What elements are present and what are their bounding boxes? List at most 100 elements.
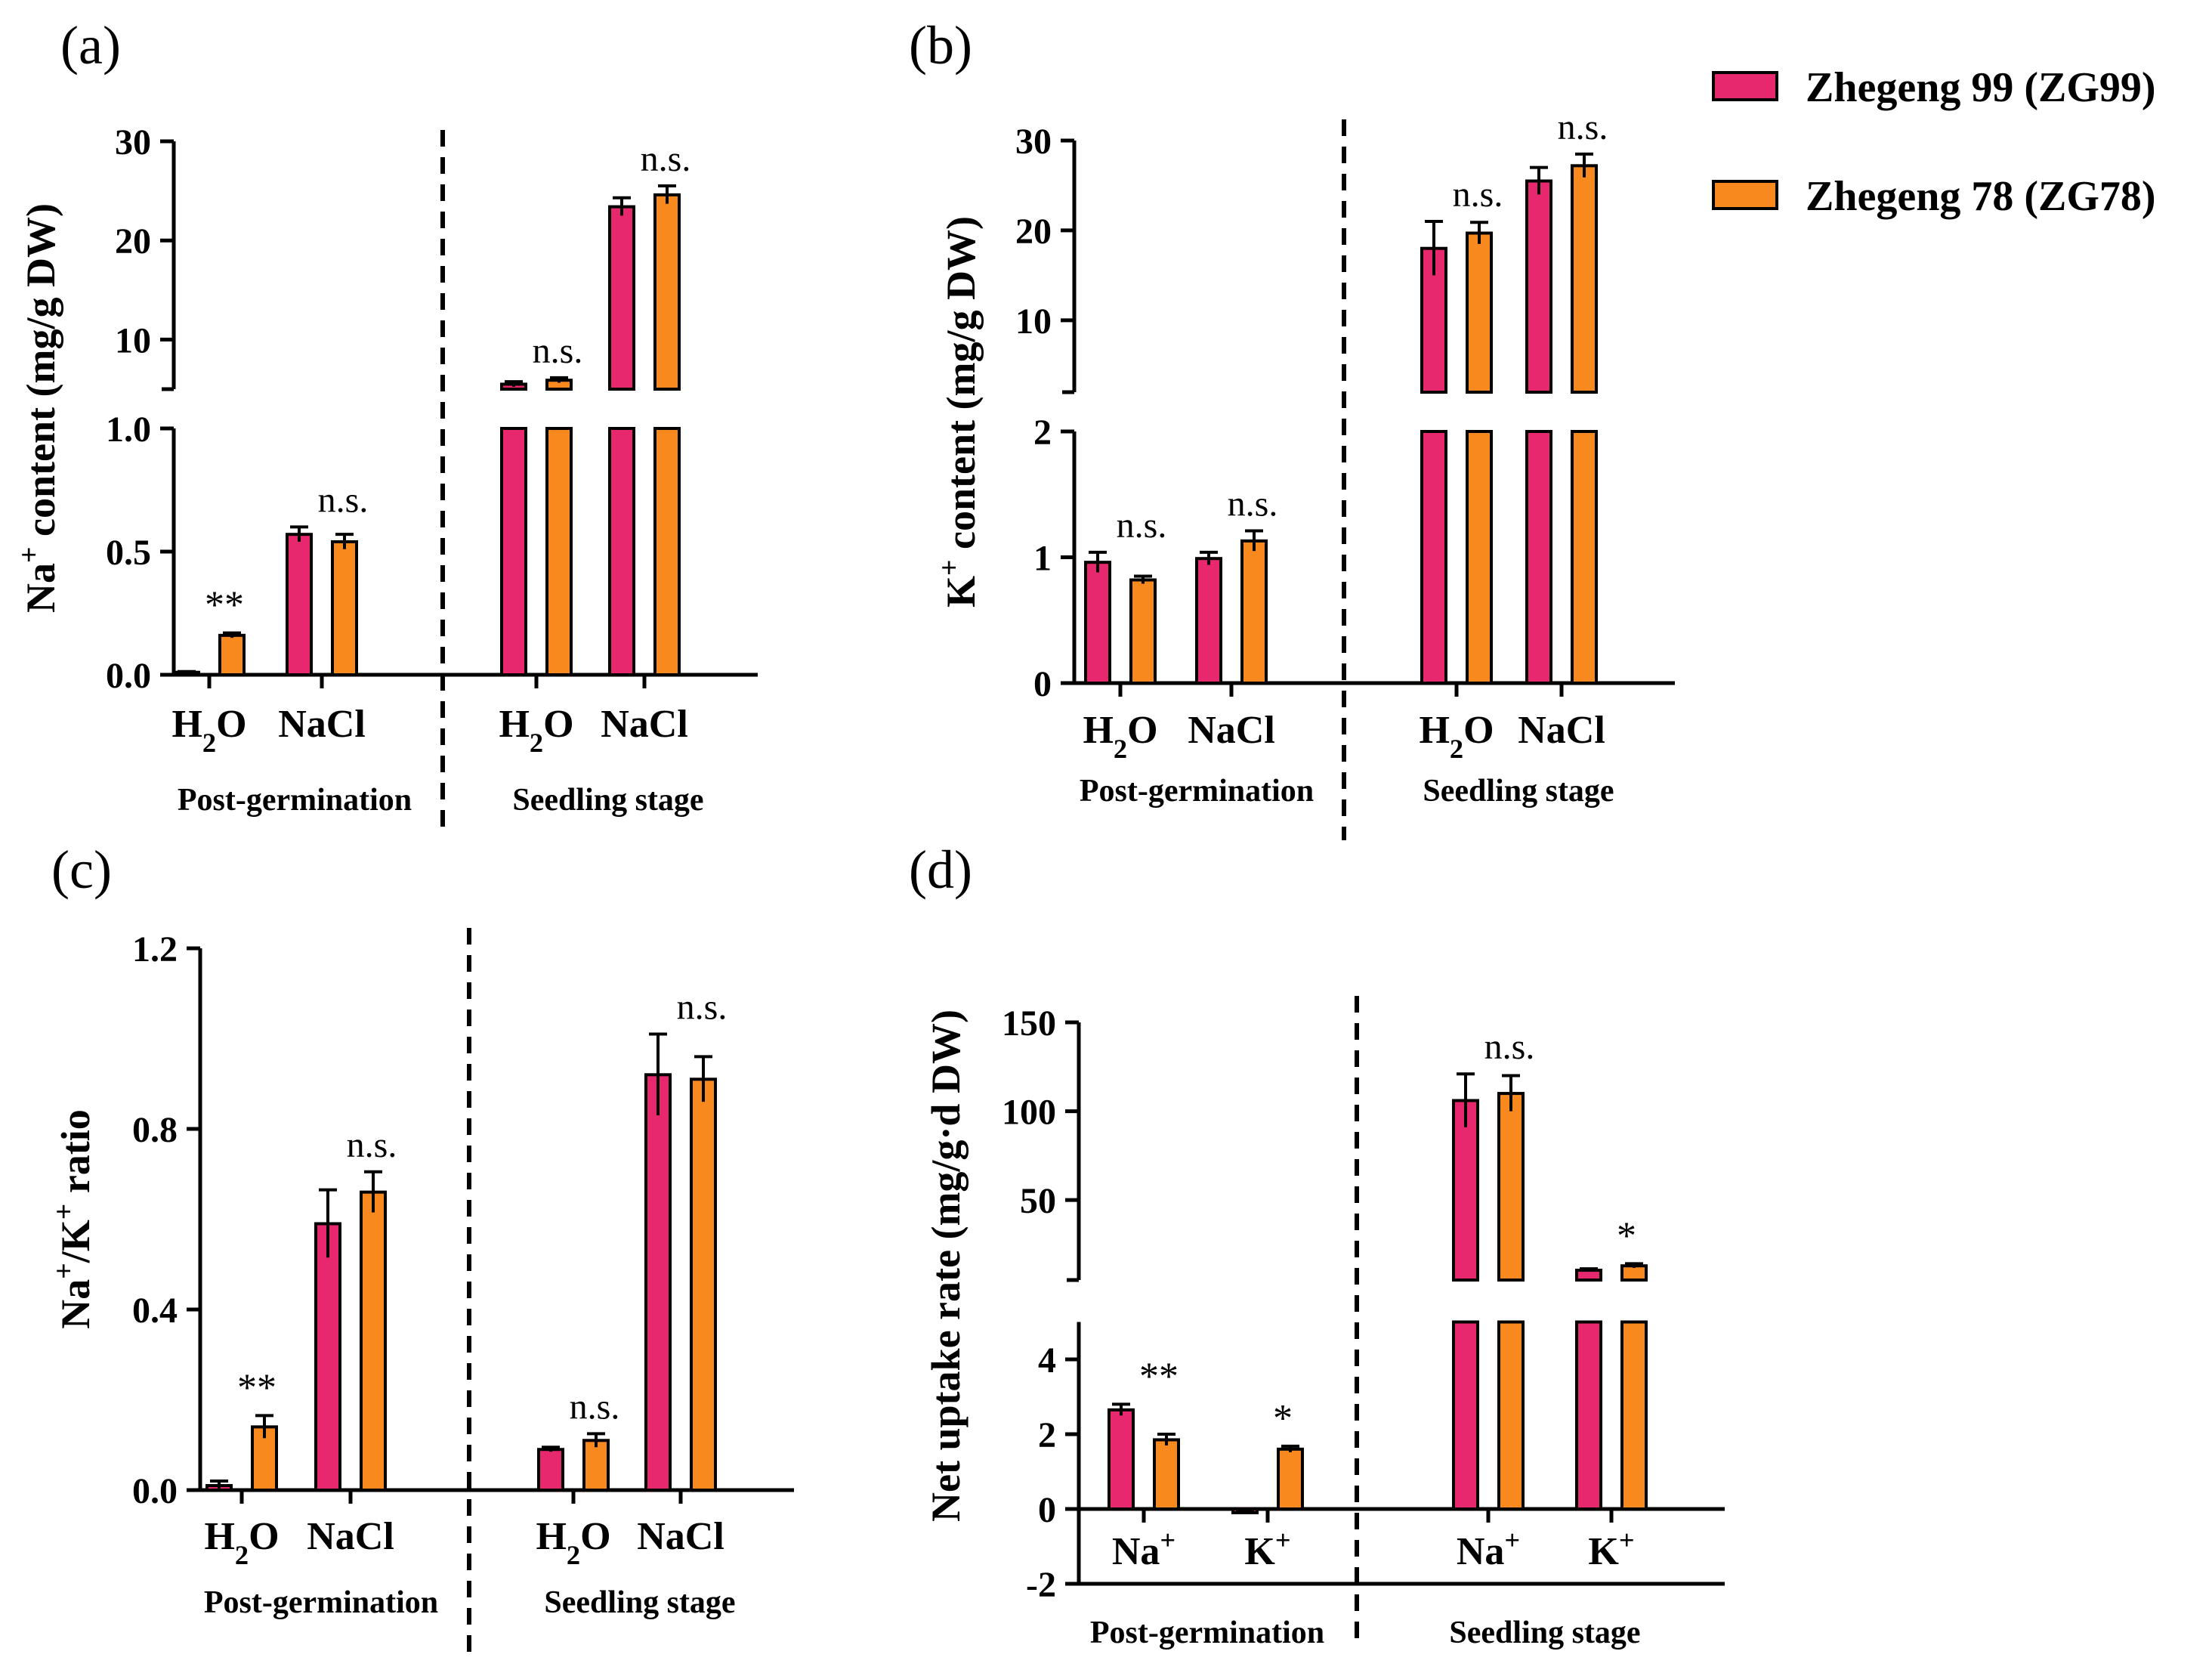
bar-d-1-zg78 — [1277, 1447, 1304, 1511]
bar-d-2-zg78 — [1497, 1092, 1525, 1282]
bar-a-2-zg99-lower — [500, 427, 527, 676]
bar-b-1-zg99 — [1195, 557, 1222, 685]
panel-b: (b) 0 1 2 10 20 30 K+ content (mg/g DW) Post-ger… — [909, 15, 1675, 840]
panel-label-b: (b) — [909, 15, 972, 76]
legend: Zhegeng 99 (ZG99) Zhegeng 78 (ZG78) — [1712, 64, 2156, 220]
y-tick-label-a-upper-0: 10 — [115, 320, 151, 360]
sig-label-b-2: n.s. — [1453, 175, 1503, 215]
panel-a: (a) 0.0 0.5 1.0 10 20 30 Na+ content (mg/g DW) P… — [14, 15, 758, 835]
bar-a-2-zg78-lower — [545, 427, 573, 676]
bar-d-2-zg78-lower — [1497, 1320, 1525, 1510]
bar-d-0-zg78 — [1153, 1438, 1180, 1511]
sig-label-c-2: n.s. — [570, 1387, 620, 1427]
panel-label-a: (a) — [60, 15, 121, 76]
group-label-c-0: Post-germination — [204, 1585, 438, 1620]
y-axis-label-c: Na+/K+ ratio — [48, 1109, 98, 1329]
y-axis-label-a: Na+ content (mg/g DW) — [14, 203, 63, 613]
y-tick-label-c-lower-0: 0.0 — [132, 1471, 178, 1511]
y-tick-label-a-lower-1: 0.5 — [106, 533, 151, 573]
x-tick-label-b-3: NaCl — [1518, 709, 1605, 752]
sig-label-a-3: n.s. — [641, 139, 691, 179]
sig-label-b-1: n.s. — [1228, 484, 1278, 524]
y-tick-label-d-lower-0: -2 — [1026, 1565, 1056, 1605]
bar-d-3-zg99 — [1575, 1269, 1602, 1282]
y-tick-label-b-lower-2: 2 — [1033, 413, 1052, 453]
y-tick-label-d-upper-2: 150 — [1002, 1003, 1056, 1044]
panel-label-d: (d) — [909, 840, 972, 900]
bar-d-0-zg99 — [1108, 1408, 1135, 1510]
y-tick-label-d-lower-3: 4 — [1038, 1340, 1056, 1381]
bar-d-2-zg99-lower — [1452, 1320, 1479, 1510]
sig-label-b-3: n.s. — [1558, 107, 1608, 147]
sig-label-d-1: * — [1273, 1397, 1293, 1440]
y-tick-label-c-lower-1: 0.4 — [132, 1291, 178, 1331]
y-tick-label-b-lower-0: 0 — [1033, 664, 1052, 704]
sig-label-a-1: n.s. — [318, 480, 369, 520]
sig-label-a-0: ** — [205, 584, 244, 627]
y-tick-label-b-upper-0: 10 — [1015, 301, 1052, 342]
y-tick-label-d-upper-0: 50 — [1020, 1181, 1056, 1221]
group-label-d-0: Post-germination — [1090, 1616, 1324, 1650]
bar-c-3-zg78 — [690, 1078, 717, 1492]
bar-c-2-zg99 — [537, 1448, 564, 1492]
bar-a-1-zg78 — [331, 540, 358, 677]
sig-label-b-0: n.s. — [1117, 506, 1167, 546]
x-tick-label-a-1: NaCl — [278, 703, 366, 746]
sig-label-c-1: n.s. — [347, 1125, 397, 1165]
bar-b-3-zg99 — [1525, 179, 1552, 394]
legend-swatch-zg78 — [1712, 180, 1778, 210]
x-tick-label-c-3: NaCl — [637, 1515, 724, 1558]
y-tick-label-b-upper-1: 20 — [1015, 212, 1052, 252]
y-tick-label-a-upper-1: 20 — [115, 221, 151, 261]
panel-label-c: (c) — [51, 840, 112, 900]
bar-b-3-zg78 — [1571, 164, 1598, 394]
y-tick-label-c-lower-2: 0.8 — [132, 1110, 178, 1150]
legend-label-zg78: Zhegeng 78 (ZG78) — [1806, 173, 2156, 220]
legend-label-zg99: Zhegeng 99 (ZG99) — [1806, 64, 2156, 111]
bar-c-3-zg99 — [644, 1073, 672, 1492]
y-tick-label-a-upper-2: 30 — [115, 122, 151, 162]
sig-label-a-2: n.s. — [533, 331, 583, 371]
sig-label-c-3: n.s. — [677, 988, 728, 1028]
group-label-b-0: Post-germination — [1080, 774, 1314, 809]
sig-label-d-3: * — [1617, 1214, 1636, 1257]
group-label-a-0: Post-germination — [178, 783, 412, 818]
bar-b-0-zg78 — [1129, 578, 1157, 685]
bar-b-2-zg78 — [1466, 231, 1493, 394]
bar-d-3-zg99-lower — [1575, 1320, 1602, 1510]
bar-c-2-zg78 — [582, 1439, 610, 1492]
panel-c: (c) 0.0 0.4 0.8 1.2 Na+/K+ ratio Post-germinat… — [48, 840, 794, 1652]
bar-a-3-zg78 — [653, 193, 681, 391]
y-tick-label-d-upper-1: 100 — [1002, 1093, 1056, 1133]
x-tick-label-a-3: NaCl — [601, 703, 688, 746]
y-tick-label-d-lower-2: 2 — [1038, 1415, 1056, 1455]
y-axis-label-b: K+ content (mg/g DW) — [934, 216, 984, 608]
y-tick-label-d-lower-1: 0 — [1038, 1490, 1056, 1530]
y-tick-label-c-lower-3: 1.2 — [132, 929, 178, 969]
group-label-c-1: Seedling stage — [544, 1585, 735, 1620]
sig-label-d-2: n.s. — [1484, 1027, 1535, 1067]
y-tick-label-a-lower-2: 1.0 — [106, 410, 151, 450]
legend-swatch-zg99 — [1712, 71, 1778, 101]
sig-label-c-0: ** — [237, 1366, 276, 1409]
bar-b-0-zg99 — [1084, 561, 1111, 685]
bar-a-3-zg99 — [608, 205, 635, 391]
bar-b-2-zg99-lower — [1420, 430, 1447, 685]
bar-c-1-zg99 — [314, 1222, 341, 1492]
group-label-d-1: Seedling stage — [1449, 1616, 1640, 1650]
x-tick-label-b-1: NaCl — [1188, 709, 1275, 752]
bar-b-3-zg78-lower — [1571, 430, 1598, 685]
bar-b-3-zg99-lower — [1525, 430, 1552, 685]
bar-a-3-zg78-lower — [653, 427, 681, 676]
y-tick-label-b-upper-2: 30 — [1015, 122, 1052, 162]
y-tick-label-a-lower-0: 0.0 — [106, 656, 151, 696]
bar-d-2-zg99 — [1452, 1099, 1479, 1282]
group-label-a-1: Seedling stage — [512, 783, 703, 818]
y-tick-label-b-lower-1: 1 — [1033, 539, 1052, 579]
bar-c-1-zg78 — [360, 1190, 387, 1492]
bar-b-1-zg78 — [1240, 539, 1268, 685]
x-tick-label-c-1: NaCl — [307, 1515, 394, 1558]
bar-d-3-zg78-lower — [1620, 1320, 1648, 1510]
group-label-b-1: Seedling stage — [1423, 774, 1614, 809]
